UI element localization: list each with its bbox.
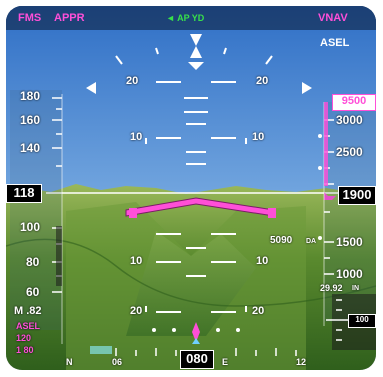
heading-bug-dots — [152, 134, 322, 332]
roll-pointer-top — [190, 34, 202, 46]
pitch-ladder — [156, 81, 236, 313]
heading-readout: 080 — [180, 350, 214, 369]
altitude-tick-label: 3000 — [336, 113, 363, 127]
slip-indicator — [188, 62, 204, 70]
airspeed-tape-bg — [10, 90, 62, 330]
heading-tick-label: N — [66, 357, 73, 367]
airspeed-tick-label: 60 — [26, 285, 40, 299]
approach-mode-annunciator: APPR — [54, 12, 85, 24]
pitch-ladder-brackets — [145, 138, 247, 312]
heading-tick-label: E — [222, 357, 229, 367]
synthetic-vision-scene — [6, 6, 376, 370]
airspeed-readout: 118 — [6, 184, 42, 203]
roll-left-chevron — [86, 82, 96, 94]
altitude-selected-band — [324, 102, 328, 186]
altitude-tick-label: 1000 — [336, 267, 363, 281]
pitch-label: 10 — [130, 131, 143, 143]
airspeed-tick-label: 140 — [20, 141, 41, 155]
lateral-mode-annunciator: FMS — [18, 12, 42, 24]
altitude-readout: 1900 — [338, 186, 376, 205]
selected-altitude-box: 9500 — [332, 94, 376, 111]
heading-cyan-marker — [90, 346, 112, 354]
altitude-tape-bg — [324, 102, 376, 322]
heading-pointer — [192, 338, 200, 344]
vsi-ticks — [336, 299, 342, 341]
pitch-label: 10 — [256, 255, 269, 267]
terrain-altitude-unit: DA — [306, 238, 317, 245]
heading-tick-label: 06 — [112, 357, 123, 367]
airspeed-ref-value: 120 — [16, 333, 32, 343]
annunciator-bar — [6, 6, 376, 30]
roll-pointer-bottom — [190, 46, 202, 58]
baro-setting: 29.92 — [320, 283, 343, 293]
vertical-mode-annunciator: VNAV — [318, 12, 348, 24]
autopilot-annunciator: ◄ AP YD — [166, 13, 205, 23]
airspeed-tick-label: 160 — [20, 113, 41, 127]
heading-tick-label: 12 — [296, 357, 307, 367]
pitch-label: 20 — [126, 75, 139, 87]
airspeed-tick-label: 100 — [20, 220, 41, 234]
vsi-readout: 100 — [348, 314, 376, 328]
course-pointer — [192, 322, 200, 342]
mach-readout: M .82 — [14, 305, 42, 317]
baro-unit: IN — [352, 285, 359, 292]
fd-left-end — [129, 208, 137, 218]
roll-scale — [115, 47, 273, 65]
altitude-bug — [324, 192, 336, 200]
heading-ticks — [115, 348, 297, 356]
airspeed-tick-label: 180 — [20, 89, 41, 103]
pitch-label: 20 — [256, 75, 269, 87]
airspeed-ref-label: ASEL — [16, 321, 41, 331]
pitch-label: 10 — [130, 255, 143, 267]
roll-right-chevron — [302, 82, 312, 94]
pitch-label: 10 — [252, 131, 265, 143]
airspeed-trend — [56, 226, 62, 286]
pitch-label: 20 — [252, 305, 265, 317]
airspeed-tick-label: 80 — [26, 255, 40, 269]
pitch-label: 20 — [130, 305, 143, 317]
altitude-tick-label: 2500 — [336, 145, 363, 159]
altitude-mode-annunciator: ASEL — [320, 37, 350, 49]
valley — [126, 231, 256, 336]
airspeed-ref-value-2: 1 80 — [16, 345, 34, 355]
ridge-line — [6, 238, 376, 307]
terrain-altitude-label: 5090 — [270, 235, 293, 246]
altitude-tick-label: 1500 — [336, 235, 363, 249]
fd-right-end — [268, 208, 276, 218]
primary-flight-display: FMS APPR ◄ AP YD VNAV ASEL 180 160 140 1… — [6, 6, 376, 370]
